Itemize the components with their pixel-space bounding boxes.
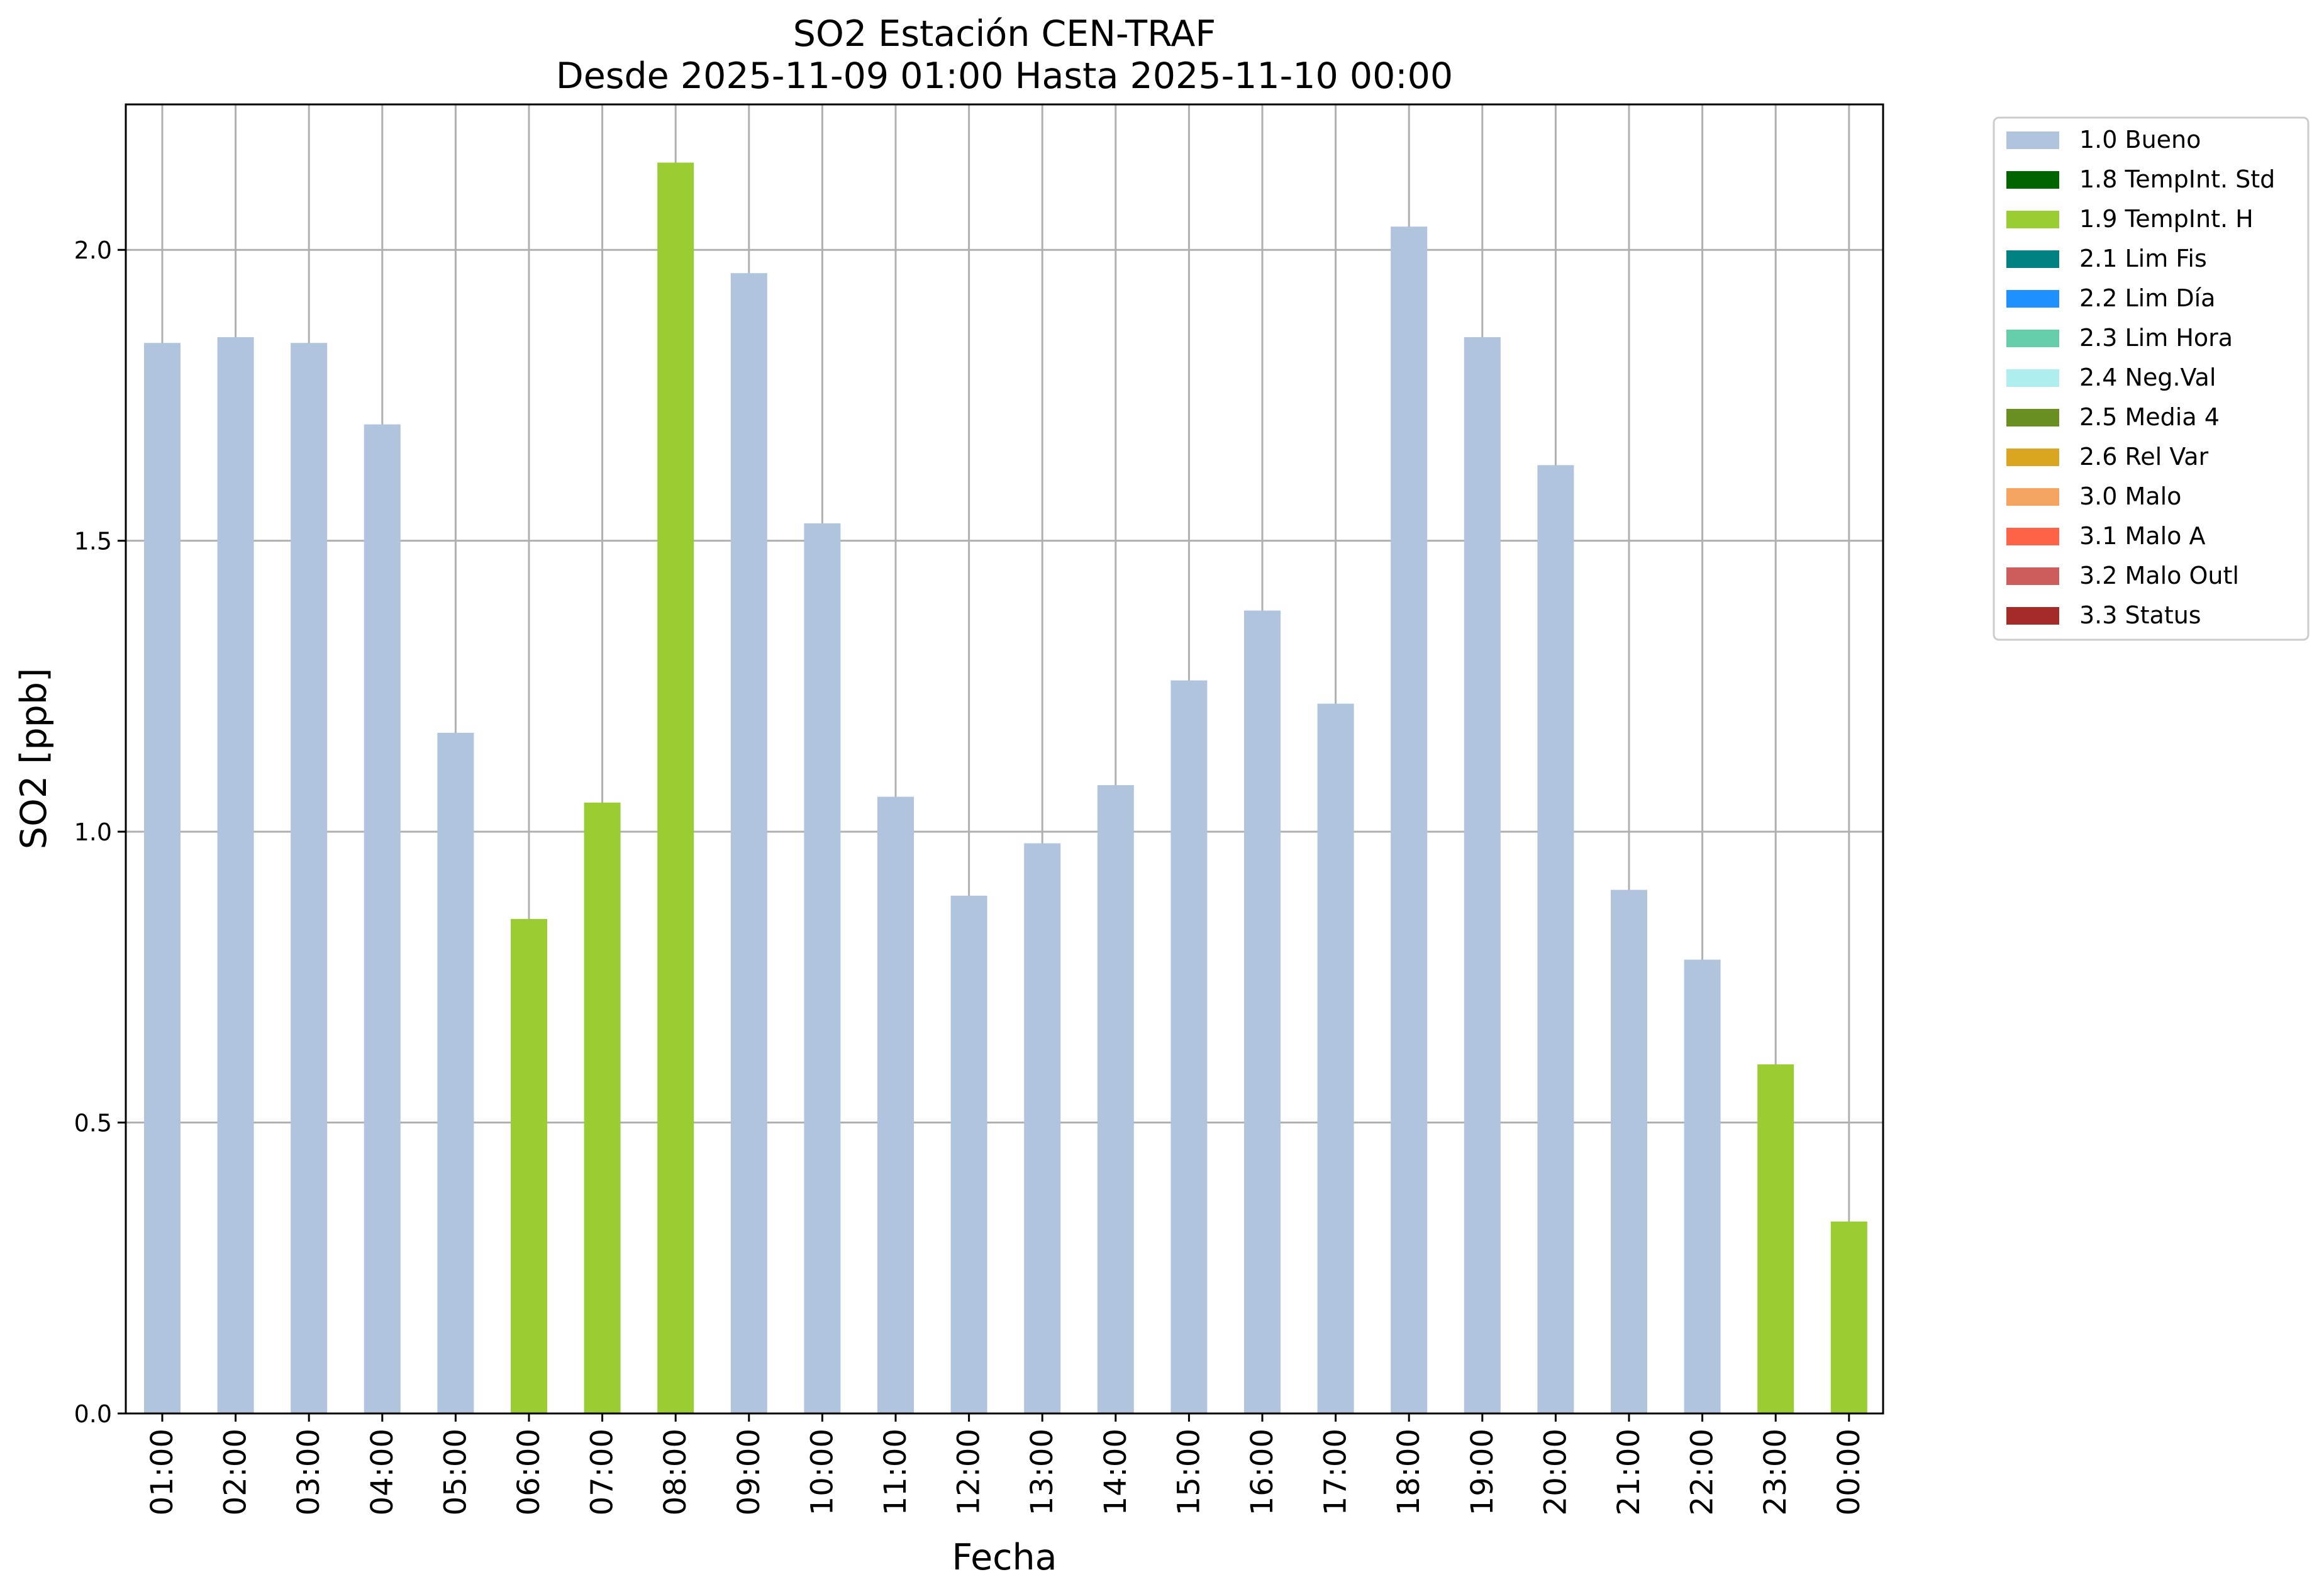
legend-swatch	[2006, 567, 2059, 585]
legend-swatch	[2006, 488, 2059, 506]
legend-swatch	[2006, 131, 2059, 149]
bar-2000	[1537, 465, 1574, 1413]
x-tick-label: 08:00	[658, 1429, 693, 1515]
x-tick-label: 11:00	[878, 1429, 913, 1515]
x-tick-label: 00:00	[1832, 1429, 1867, 1515]
legend-entry: 2.5 Media 4	[2079, 403, 2220, 431]
x-tick-label: 12:00	[952, 1429, 987, 1515]
bar-1300	[1024, 843, 1061, 1413]
x-tick-label: 05:00	[438, 1429, 473, 1515]
legend-entry: 1.9 TempInt. H	[2079, 205, 2254, 233]
bar-0300	[291, 343, 328, 1413]
bar-0700	[584, 802, 621, 1413]
legend-entry: 2.6 Rel Var	[2079, 443, 2209, 471]
x-tick-label: 15:00	[1171, 1429, 1206, 1515]
bar-2200	[1684, 959, 1721, 1413]
legend-swatch	[2006, 211, 2059, 228]
x-tick-label: 20:00	[1538, 1429, 1573, 1515]
bar-0600	[511, 918, 547, 1413]
x-tick-label: 10:00	[804, 1429, 840, 1515]
chart-subtitle: Desde 2025-11-09 01:00 Hasta 2025-11-10 …	[556, 55, 1453, 97]
x-tick-label: 19:00	[1465, 1429, 1500, 1515]
chart-title: SO2 Estación CEN-TRAF	[793, 13, 1216, 55]
bar-1700	[1317, 703, 1354, 1413]
y-axis-ticks: 0.0 0.5 1.0 1.5 2.0	[74, 237, 126, 1428]
bar-2300	[1757, 1064, 1794, 1413]
bar-1600	[1244, 610, 1281, 1413]
x-tick-label: 04:00	[365, 1429, 400, 1515]
x-tick-label: 23:00	[1758, 1429, 1793, 1515]
bars	[144, 162, 1867, 1414]
plot-area-frame	[125, 103, 1884, 1415]
bar-0500	[437, 732, 474, 1413]
legend-swatch	[2006, 409, 2059, 426]
x-tick-label: 07:00	[585, 1429, 620, 1515]
legend-entry: 2.2 Lim Día	[2079, 284, 2215, 312]
y-tick-label: 1.5	[74, 528, 112, 555]
bar-1800	[1391, 226, 1428, 1413]
bar-0900	[730, 273, 767, 1413]
bar-0000	[1830, 1221, 1867, 1413]
x-tick-label: 18:00	[1391, 1429, 1426, 1515]
bar-0100	[144, 343, 181, 1413]
legend-entry: 3.2 Malo Outl	[2079, 562, 2239, 589]
bar-0800	[657, 162, 694, 1413]
x-tick-label: 06:00	[511, 1429, 547, 1515]
legend-entry: 2.1 Lim Fis	[2079, 245, 2207, 272]
legend-swatch	[2006, 171, 2059, 189]
legend-entry: 3.1 Malo A	[2079, 522, 2205, 550]
y-tick-label: 2.0	[74, 237, 112, 264]
bar-1500	[1170, 680, 1208, 1413]
legend-entry: 3.3 Status	[2079, 601, 2201, 629]
legend-swatch	[2006, 449, 2059, 466]
y-tick-label: 0.5	[74, 1110, 112, 1137]
bar-0400	[364, 424, 401, 1413]
y-tick-label: 0.0	[74, 1400, 112, 1428]
legend-swatch	[2006, 369, 2059, 387]
y-tick-label: 1.0	[74, 818, 112, 846]
x-tick-label: 13:00	[1025, 1429, 1060, 1515]
x-tick-label: 01:00	[145, 1429, 180, 1515]
bar-1900	[1464, 337, 1501, 1413]
bar-1000	[804, 523, 841, 1414]
x-axis-label: Fecha	[952, 1537, 1057, 1578]
x-tick-label: 03:00	[291, 1429, 326, 1515]
x-tick-label: 22:00	[1685, 1429, 1720, 1515]
legend-swatch	[2006, 330, 2059, 347]
bar-1100	[877, 796, 914, 1413]
x-tick-label: 09:00	[731, 1429, 767, 1515]
x-tick-label: 17:00	[1318, 1429, 1354, 1515]
bar-2100	[1611, 889, 1647, 1413]
x-tick-label: 16:00	[1245, 1429, 1280, 1515]
legend-swatch	[2006, 290, 2059, 308]
legend-frame	[1993, 116, 2310, 641]
legend-swatch	[2006, 607, 2059, 625]
legend-entry: 2.4 Neg.Val	[2079, 364, 2216, 391]
legend-swatch	[2006, 250, 2059, 268]
x-tick-label: 14:00	[1098, 1429, 1133, 1515]
legend-entry: 2.3 Lim Hora	[2079, 324, 2233, 352]
bar-0200	[217, 337, 254, 1413]
y-axis-label: SO2 [ppb]	[13, 668, 55, 849]
bar-1400	[1097, 785, 1134, 1413]
bar-1200	[950, 895, 987, 1413]
legend: 1.0 Bueno 1.8 TempInt. Std 1.9 TempInt. H 2…	[1993, 116, 2310, 641]
x-axis-ticks: 01:00 02:00 03:00 04:00 05:00 06:00 07:00 08:00…	[145, 1413, 1867, 1515]
legend-swatch	[2006, 528, 2059, 545]
x-tick-label: 21:00	[1611, 1429, 1647, 1515]
x-tick-label: 02:00	[218, 1429, 253, 1515]
legend-entry: 3.0 Malo	[2079, 482, 2181, 510]
legend-entry: 1.0 Bueno	[2079, 126, 2201, 153]
legend-entry: 1.8 TempInt. Std	[2079, 165, 2275, 193]
